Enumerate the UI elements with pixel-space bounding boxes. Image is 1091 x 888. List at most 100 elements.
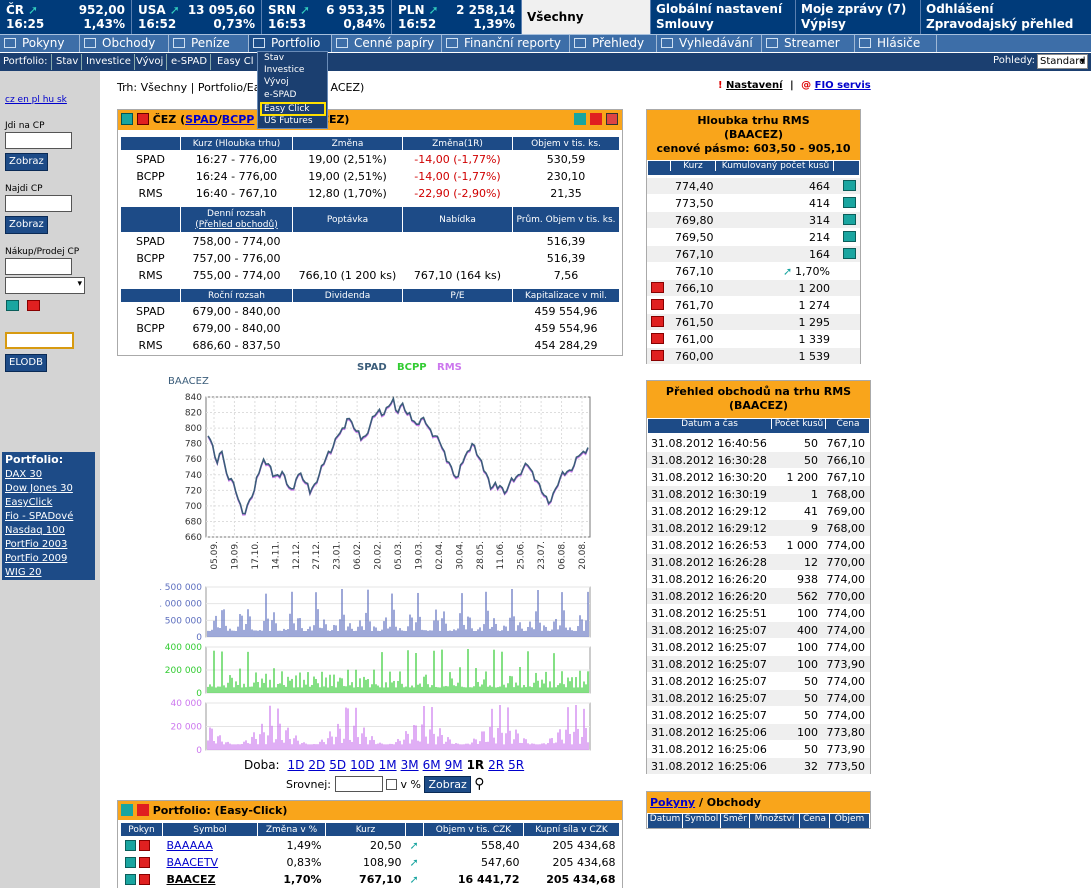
symbol-link[interactable]: BAAAAA — [166, 838, 213, 852]
doba-1r[interactable]: 1R — [466, 758, 485, 772]
buy-icon[interactable] — [124, 839, 136, 851]
sell-icon[interactable] — [651, 333, 664, 344]
buy-icon[interactable] — [843, 214, 856, 225]
doba-2d[interactable]: 2D — [308, 758, 326, 772]
pf-wig20[interactable]: WIG 20 — [5, 567, 42, 578]
buy-icon[interactable] — [124, 873, 136, 885]
global-settings-link[interactable]: Globální nastavení Smlouvy — [650, 0, 795, 34]
menu-hlasice[interactable]: Hlásiče — [855, 35, 937, 52]
srovnej-zobraz-button[interactable]: Zobraz — [424, 776, 471, 793]
sell-icon[interactable] — [651, 299, 664, 310]
pokyny-link[interactable]: Pokyny — [650, 796, 696, 809]
alert-icon[interactable] — [606, 113, 618, 125]
buy-icon[interactable] — [843, 231, 856, 242]
percent-checkbox[interactable] — [386, 779, 398, 790]
doba-6m[interactable]: 6M — [422, 758, 441, 772]
sell-icon[interactable] — [139, 856, 150, 868]
pf-fio-spad[interactable]: Fio - SPADové — [5, 511, 74, 522]
menu-prehledy[interactable]: Přehledy — [570, 35, 657, 52]
buy-icon[interactable] — [574, 113, 587, 125]
menu-streamer[interactable]: Streamer — [762, 35, 855, 52]
dropdown-easyclick[interactable]: Easy Click — [264, 104, 310, 114]
doba-1m[interactable]: 1M — [378, 758, 397, 772]
menu-vyhledavani[interactable]: Vyhledávání — [657, 35, 762, 52]
index-srn[interactable]: SRN ➚ 6 953,35 16:53 0,84% — [262, 0, 392, 34]
trade-time: 31.08.2012 16:25:07 — [651, 641, 767, 654]
sell-icon[interactable] — [139, 873, 151, 885]
pf-dowjones[interactable]: Dow Jones 30 — [5, 483, 73, 494]
fio-servis-link[interactable]: FIO servis — [814, 80, 871, 91]
srovnej-input[interactable] — [334, 776, 383, 792]
doba-1d[interactable]: 1D — [287, 758, 305, 772]
sell-icon[interactable] — [139, 839, 150, 851]
doba-3m[interactable]: 3M — [400, 758, 419, 772]
tab-vsechny[interactable]: Všechny — [522, 0, 650, 34]
menu-portfolio[interactable]: Portfolio — [249, 35, 332, 52]
buy-icon[interactable] — [843, 180, 856, 191]
sell-icon[interactable] — [651, 350, 664, 361]
jdi-zobraz-button[interactable]: Zobraz — [5, 153, 48, 171]
menu-pokyny[interactable]: Pokyny — [0, 35, 80, 52]
buy-icon[interactable] — [843, 248, 856, 259]
doba-10d[interactable]: 10D — [350, 758, 375, 772]
index-usa[interactable]: USA ➚ 13 095,60 16:52 0,73% — [132, 0, 262, 34]
pf-portfio2009[interactable]: PortFio 2009 — [5, 553, 68, 564]
najdi-input[interactable] — [5, 195, 72, 212]
expand-icon[interactable] — [121, 804, 133, 816]
pf-portfio2003[interactable]: PortFio 2003 — [5, 539, 68, 550]
submenu-stav[interactable]: Stav — [53, 54, 83, 70]
symbol-link[interactable]: BAACEZ — [166, 872, 216, 886]
doba-9m[interactable]: 9M — [444, 758, 463, 772]
sell-icon[interactable] — [651, 282, 664, 293]
language-links[interactable]: cz en pl hu sk — [5, 95, 67, 105]
doba-2r[interactable]: 2R — [488, 758, 505, 772]
dropdown-vyvoj[interactable]: Vývoj — [264, 77, 289, 87]
nakup-input[interactable] — [5, 258, 72, 275]
pf-dax30[interactable]: DAX 30 — [5, 469, 43, 480]
index-cr[interactable]: ČR ➚ 952,00 16:25 1,43% — [0, 0, 132, 34]
nakup-select[interactable]: ▾ — [5, 277, 85, 294]
menu-financni-reporty[interactable]: Finanční reporty — [442, 35, 570, 52]
logout-link[interactable]: Odhlášení Zpravodajský přehled — [920, 0, 1091, 34]
dropdown-investice[interactable]: Investice — [264, 65, 305, 75]
table-row: RMS 686,60 - 837,50 454 284,29 — [138, 338, 598, 352]
search-icon[interactable]: ⚲ — [474, 776, 485, 792]
collapse-icon[interactable] — [136, 804, 149, 816]
menu-cenne-papiry[interactable]: Cenné papíry — [332, 35, 442, 52]
doba-5r[interactable]: 5R — [508, 758, 525, 772]
najdi-label: Najdi CP — [5, 184, 43, 194]
collapse-icon[interactable] — [136, 113, 149, 125]
messages-link[interactable]: Moje zprávy (7) Výpisy — [795, 0, 920, 34]
bcpp-link[interactable]: BCPP — [221, 113, 255, 126]
dropdown-stav[interactable]: Stav — [264, 53, 285, 63]
sell-icon[interactable] — [590, 113, 603, 125]
najdi-zobraz-button[interactable]: Zobraz — [5, 216, 48, 234]
pf-easyclick[interactable]: EasyClick — [5, 497, 53, 508]
jdi-input[interactable] — [5, 132, 72, 149]
buy-icon[interactable] — [843, 197, 856, 208]
menu-obchody[interactable]: Obchody — [80, 35, 169, 52]
dropdown-espad[interactable]: e-SPAD — [264, 90, 297, 100]
pohledy-select[interactable]: Standard ▾ — [1037, 54, 1088, 69]
sell-icon[interactable] — [26, 300, 40, 311]
buy-icon[interactable] — [6, 300, 19, 311]
buy-icon[interactable] — [124, 856, 136, 868]
symbol-link[interactable]: BAACETV — [166, 855, 219, 869]
nastaveni-link[interactable]: Nastavení — [726, 80, 783, 91]
elodb-button[interactable]: ELODB — [5, 354, 47, 372]
cez-table-3: Roční rozsah Dividenda P/E Kapitalizace v m… — [120, 288, 620, 354]
elodb-input[interactable] — [5, 332, 74, 349]
dropdown-usfutures[interactable]: US Futures — [264, 116, 313, 126]
expand-icon[interactable] — [121, 113, 133, 125]
index-pln[interactable]: PLN ➚ 2 258,14 16:52 1,39% — [392, 0, 522, 34]
pf-nasdaq[interactable]: Nasdaq 100 — [5, 525, 65, 536]
submenu-vyvoj[interactable]: Vývoj — [133, 54, 168, 70]
submenu-easyclick[interactable]: Easy Cl — [214, 54, 258, 70]
submenu-espad[interactable]: e-SPAD — [168, 54, 212, 70]
sell-icon[interactable] — [651, 316, 664, 327]
doba-5d[interactable]: 5D — [329, 758, 347, 772]
prehled-obchodu-link[interactable]: (Přehled obchodů) — [195, 219, 278, 230]
spad-link[interactable]: SPAD — [185, 113, 218, 126]
menu-penize[interactable]: Peníze — [169, 35, 249, 52]
submenu-investice[interactable]: Investice — [83, 54, 135, 70]
